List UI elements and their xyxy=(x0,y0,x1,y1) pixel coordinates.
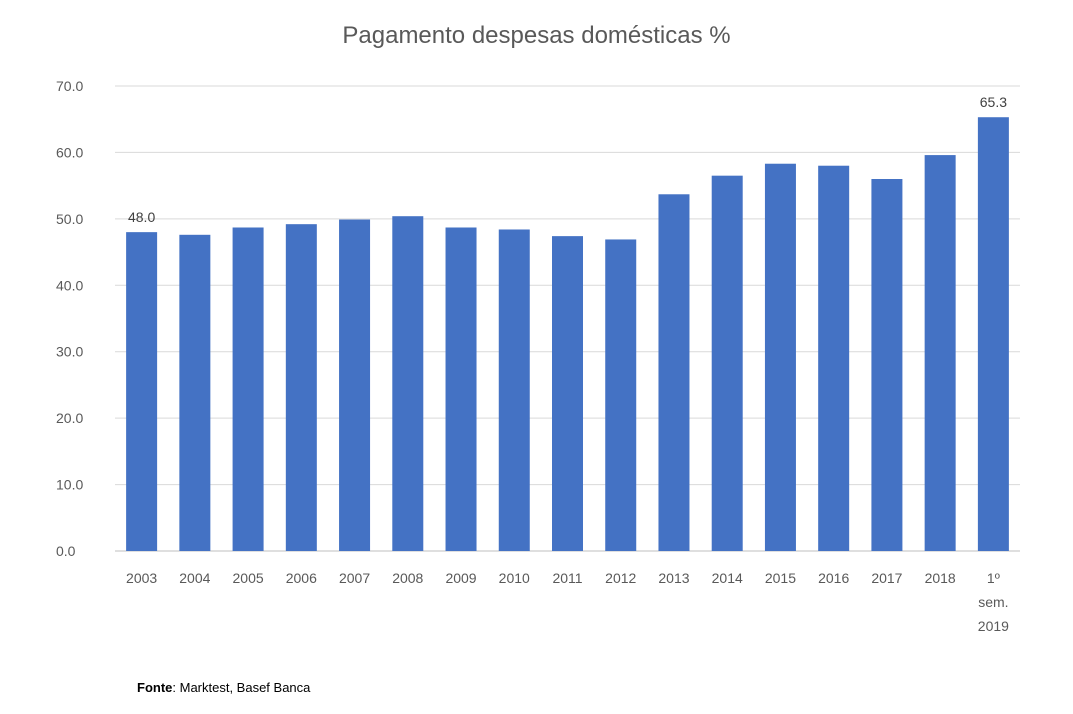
bar-2012 xyxy=(605,239,637,551)
bar-2010 xyxy=(498,229,530,551)
x-tick-label: 2006 xyxy=(286,570,317,586)
source-note: Fonte: Marktest, Basef Banca xyxy=(137,680,310,695)
bar-2007 xyxy=(339,219,371,551)
x-tick-label: 2003 xyxy=(126,570,157,586)
bar-2005 xyxy=(232,227,264,551)
x-tick-label: 2012 xyxy=(605,570,636,586)
x-tick-label: 2016 xyxy=(818,570,849,586)
y-tick-label: 50.0 xyxy=(56,211,83,227)
y-tick-label: 10.0 xyxy=(56,477,83,493)
chart-title: Pagamento despesas domésticas % xyxy=(342,22,731,49)
y-tick-label: 20.0 xyxy=(56,410,83,426)
source-text: : Marktest, Basef Banca xyxy=(172,680,311,695)
data-label: 65.3 xyxy=(980,94,1007,110)
data-label: 48.0 xyxy=(128,209,155,225)
x-tick-label: 2011 xyxy=(552,570,582,586)
x-tick-label: 1º xyxy=(987,570,1000,586)
bar-2011 xyxy=(552,236,583,551)
x-tick-label: 2010 xyxy=(499,570,530,586)
x-tick-label: 2004 xyxy=(179,570,210,586)
x-tick-label: 2007 xyxy=(339,570,370,586)
source-label: Fonte xyxy=(137,680,173,695)
x-tick-label: 2013 xyxy=(658,570,689,586)
x-tick-label: 2015 xyxy=(765,570,796,586)
x-tick-label: 2019 xyxy=(978,618,1009,634)
bar-2016 xyxy=(818,165,850,551)
bar-2018 xyxy=(924,155,956,552)
bar-2006 xyxy=(285,224,317,551)
x-tick-label: 2018 xyxy=(925,570,956,586)
x-tick-label: 2008 xyxy=(392,570,423,586)
y-tick-label: 30.0 xyxy=(56,344,83,360)
y-tick-label: 70.0 xyxy=(56,78,83,94)
bar-2004 xyxy=(179,234,211,552)
bar-1-sem-2019 xyxy=(977,117,1009,551)
x-tick-label: 2009 xyxy=(445,570,476,586)
bar-2017 xyxy=(871,179,903,551)
x-tick-label: sem. xyxy=(978,594,1008,610)
bar-2014 xyxy=(711,175,743,551)
x-tick-label: 2005 xyxy=(233,570,264,586)
bar-2003 xyxy=(126,232,158,551)
x-tick-label: 2017 xyxy=(871,570,902,586)
bar-2009 xyxy=(445,227,477,551)
y-tick-label: 0.0 xyxy=(56,543,76,559)
x-tick-label: 2014 xyxy=(712,570,743,586)
bar-2015 xyxy=(764,163,796,551)
y-tick-label: 40.0 xyxy=(56,277,83,293)
bar-2013 xyxy=(658,194,690,551)
bar-2008 xyxy=(392,216,424,551)
y-tick-label: 60.0 xyxy=(56,144,83,160)
